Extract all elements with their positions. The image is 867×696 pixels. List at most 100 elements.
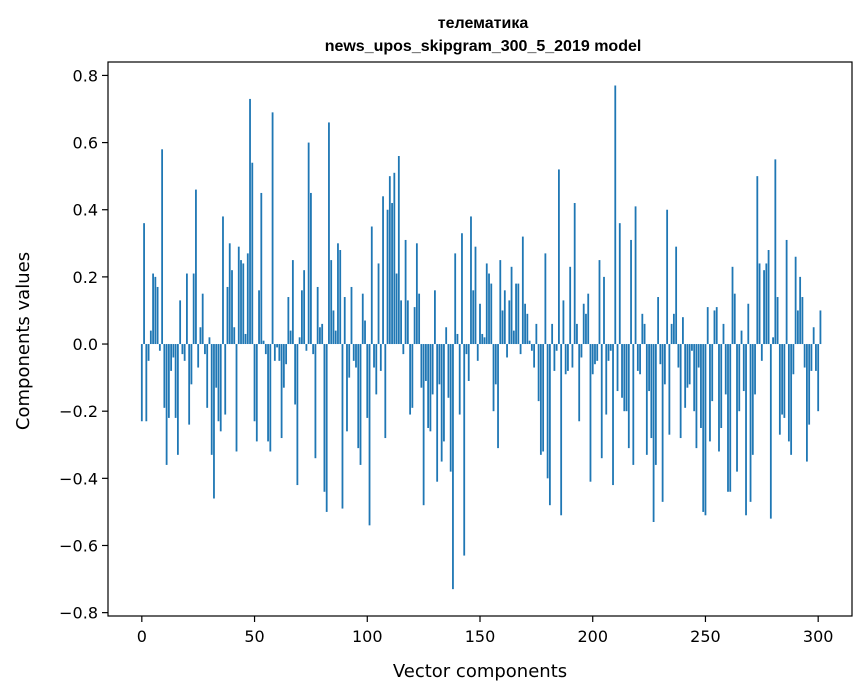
bar bbox=[697, 344, 700, 368]
x-tick-label: 150 bbox=[465, 627, 496, 646]
bar bbox=[397, 156, 400, 345]
bar bbox=[657, 297, 660, 345]
bar bbox=[465, 344, 468, 355]
bar bbox=[264, 344, 267, 355]
bar bbox=[521, 236, 524, 345]
bar bbox=[490, 283, 493, 345]
bar bbox=[650, 344, 653, 439]
bar bbox=[237, 246, 240, 345]
bar bbox=[501, 310, 504, 345]
bar bbox=[310, 192, 312, 345]
bar bbox=[366, 344, 369, 418]
bar bbox=[573, 203, 576, 345]
bar bbox=[810, 344, 813, 371]
bar bbox=[751, 344, 754, 455]
bar bbox=[384, 344, 387, 439]
bar bbox=[758, 263, 761, 345]
bar bbox=[170, 344, 173, 371]
bar bbox=[472, 290, 475, 345]
bar bbox=[328, 122, 330, 345]
bar bbox=[776, 297, 779, 345]
bar bbox=[359, 344, 362, 465]
bar bbox=[582, 303, 585, 345]
bar bbox=[555, 344, 558, 351]
bar bbox=[357, 344, 360, 449]
bar bbox=[233, 327, 236, 345]
bar bbox=[526, 313, 529, 345]
bar bbox=[438, 344, 441, 385]
bar bbox=[348, 344, 351, 378]
bar bbox=[249, 98, 251, 345]
bar bbox=[729, 344, 732, 492]
bar bbox=[303, 270, 306, 345]
bar bbox=[616, 344, 619, 392]
y-tick-label: −0.2 bbox=[59, 402, 98, 421]
bar bbox=[551, 323, 554, 345]
bar bbox=[546, 344, 549, 479]
bar bbox=[567, 344, 569, 371]
bar bbox=[273, 344, 276, 361]
bar bbox=[666, 209, 669, 345]
bar bbox=[228, 243, 231, 345]
bar bbox=[537, 344, 540, 402]
bars-group bbox=[140, 85, 822, 590]
bar bbox=[276, 344, 278, 348]
bar bbox=[352, 344, 355, 361]
bar bbox=[222, 216, 224, 345]
bar bbox=[411, 344, 414, 408]
bar bbox=[370, 226, 373, 345]
bar bbox=[578, 344, 581, 422]
bar bbox=[192, 273, 195, 345]
bar bbox=[449, 344, 452, 472]
bar bbox=[709, 344, 711, 442]
bar bbox=[395, 273, 398, 345]
y-tick-label: −0.4 bbox=[59, 469, 98, 488]
bar bbox=[596, 344, 599, 361]
x-tick-label: 0 bbox=[137, 627, 147, 646]
bar bbox=[774, 159, 777, 345]
bar bbox=[386, 209, 389, 345]
bar bbox=[510, 266, 513, 345]
bar bbox=[186, 273, 188, 345]
bar bbox=[641, 313, 644, 345]
bar bbox=[431, 344, 434, 395]
bar bbox=[147, 344, 150, 361]
bar bbox=[461, 233, 463, 345]
bar bbox=[289, 330, 292, 345]
bar bbox=[296, 344, 299, 486]
bar bbox=[589, 344, 592, 482]
x-tick-label: 300 bbox=[803, 627, 834, 646]
bar bbox=[172, 344, 175, 358]
bar bbox=[632, 344, 635, 465]
y-tick-label: 0.6 bbox=[73, 134, 98, 153]
bar bbox=[760, 344, 763, 361]
bar bbox=[467, 344, 470, 381]
bar bbox=[343, 297, 346, 345]
bar bbox=[420, 344, 423, 388]
bar bbox=[803, 344, 806, 368]
bar bbox=[240, 260, 242, 345]
bar bbox=[733, 293, 736, 345]
plot-frame bbox=[107, 61, 853, 617]
bar bbox=[688, 344, 691, 385]
bar bbox=[307, 142, 310, 345]
bar bbox=[488, 273, 490, 345]
x-tick-label: 250 bbox=[690, 627, 721, 646]
bar bbox=[785, 239, 788, 345]
y-tick-label: −0.6 bbox=[59, 536, 98, 555]
bar bbox=[235, 344, 238, 452]
bar bbox=[242, 263, 245, 345]
bar bbox=[497, 344, 499, 449]
bar bbox=[413, 307, 416, 345]
bar bbox=[321, 323, 324, 345]
bar bbox=[718, 344, 720, 452]
bar bbox=[199, 327, 202, 345]
bar bbox=[179, 300, 182, 345]
bar bbox=[312, 344, 315, 355]
bar bbox=[591, 344, 594, 375]
bar bbox=[319, 327, 321, 345]
bar bbox=[503, 290, 506, 345]
bar bbox=[693, 344, 696, 412]
bar bbox=[713, 310, 716, 345]
bar bbox=[623, 344, 626, 412]
